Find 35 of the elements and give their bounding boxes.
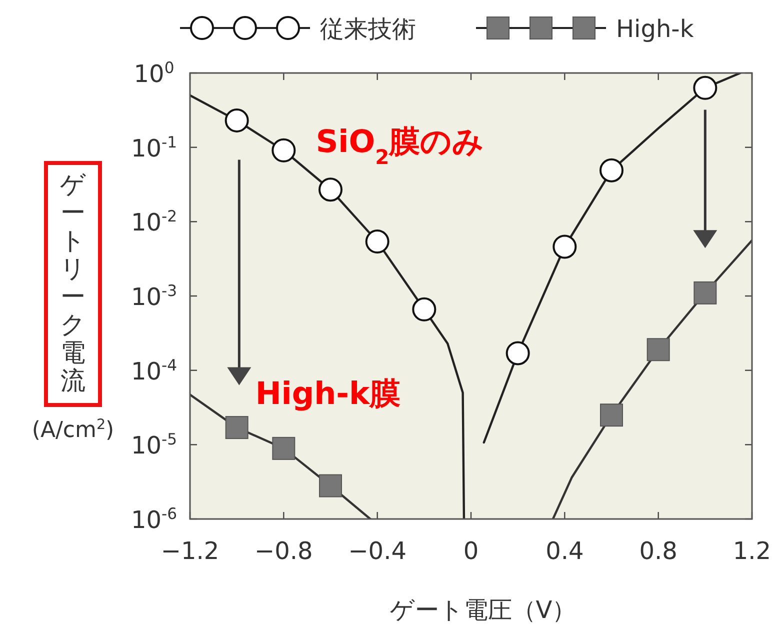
point bbox=[600, 404, 623, 427]
x-tick-label: −1.2 bbox=[160, 537, 220, 565]
x-tick-label: 0.4 bbox=[546, 537, 584, 565]
point bbox=[506, 341, 530, 366]
x-tick-label: −0.8 bbox=[254, 537, 313, 565]
point bbox=[225, 416, 248, 440]
point bbox=[646, 338, 670, 362]
text: ゲートリーク電流 (A/cm$^{2}$) bbox=[32, 170, 114, 443]
y-tick-label: 10$^{-6}$ bbox=[130, 505, 178, 534]
x-tick-label: 0 bbox=[463, 537, 479, 565]
y-tick-label: 10$^{-2}$ bbox=[130, 208, 178, 237]
y-tick-label: 10$^{-3}$ bbox=[130, 282, 178, 311]
x-axis-title: ゲート電圧（V） bbox=[390, 596, 576, 624]
point bbox=[319, 474, 342, 498]
point bbox=[272, 138, 296, 162]
legend-label: High-k bbox=[616, 15, 694, 43]
legend-label: 従来技術 bbox=[320, 15, 416, 43]
y-tick-label: 10$^{-5}$ bbox=[130, 430, 178, 460]
x-tick-label: 1.2 bbox=[732, 537, 772, 565]
annotation: High-k膜 bbox=[255, 376, 401, 412]
point bbox=[693, 76, 718, 100]
point bbox=[412, 297, 436, 322]
x-tick-label: −0.4 bbox=[348, 537, 406, 565]
x-tick-label: 0.8 bbox=[639, 537, 678, 565]
point bbox=[600, 158, 624, 182]
point bbox=[694, 281, 717, 304]
point bbox=[365, 230, 390, 254]
y-tick-label: 10$^{-4}$ bbox=[130, 356, 178, 386]
point bbox=[318, 178, 342, 202]
point bbox=[552, 234, 577, 259]
y-tick-label: 10$^{-1}$ bbox=[130, 133, 178, 162]
y-tick-label: 10$^{0}$ bbox=[134, 59, 174, 88]
point bbox=[272, 436, 296, 460]
point bbox=[224, 108, 249, 132]
annotation: SiO$_{2}$膜のみ bbox=[316, 124, 484, 169]
